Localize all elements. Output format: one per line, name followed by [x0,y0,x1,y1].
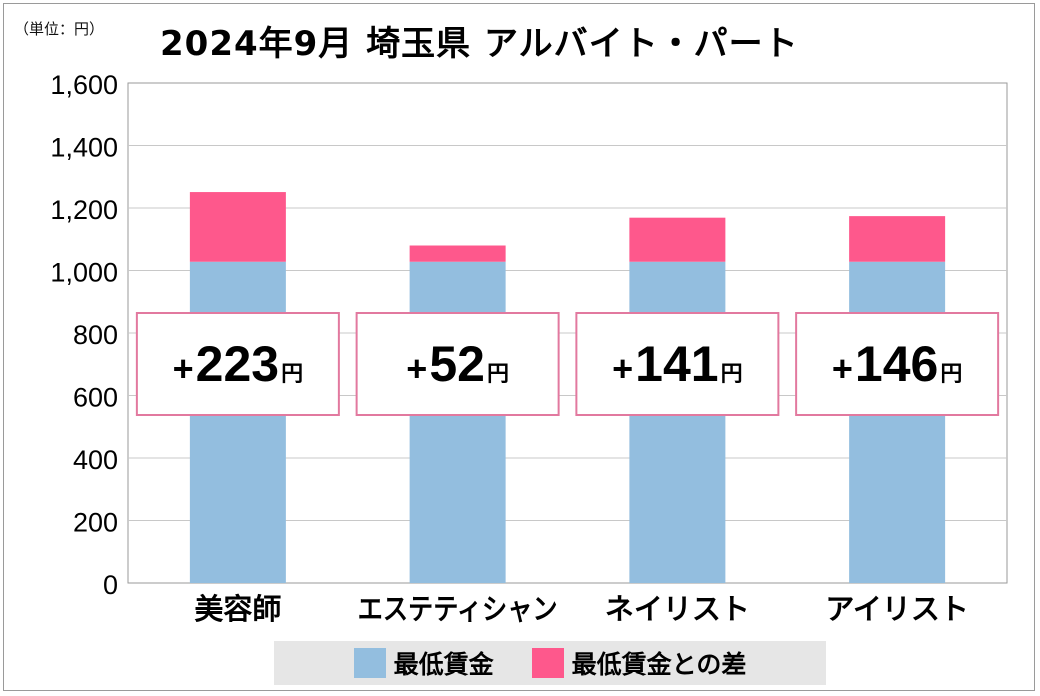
difference-unit: 円 [487,362,509,387]
difference-label: +223円 [173,336,303,392]
y-tick-label: 600 [73,383,118,413]
difference-box [135,312,340,416]
y-tick-label: 800 [73,320,118,350]
bar-diff [189,192,286,262]
difference-unit: 円 [721,362,743,387]
difference-sign: + [406,348,427,389]
difference-sign: + [612,348,633,389]
y-tick-label: 1,000 [50,258,118,288]
difference-label: +146円 [832,336,962,392]
x-category-label: 美容師 [194,592,281,626]
difference-unit: 円 [281,362,303,387]
bar-base [409,261,506,583]
y-tick-label: 1,400 [50,133,118,163]
y-tick-label: 1,600 [50,70,118,100]
difference-value: 141 [635,336,718,392]
bar-base [189,261,286,583]
legend-swatch-diff [531,648,564,678]
legend-swatch-base [353,648,386,678]
difference-value: 146 [855,336,938,392]
legend-item-diff: 最低賃金との差 [531,645,747,681]
legend-label-diff: 最低賃金との差 [571,650,747,679]
difference-box [795,312,1000,416]
chart-title: 2024年9月 埼玉県 アルバイト・パート [160,24,799,64]
difference-label: +52円 [406,336,509,392]
difference-sign: + [832,348,853,389]
stacked-bar-chart: 0 200 400 600 800 1,000 1,200 1,400 1,600 美容師 +223… [50,70,1008,626]
x-category-label: アイリスト [825,592,969,626]
difference-box [355,312,560,416]
x-category-label: ネイリスト [605,592,750,626]
bar-diff [849,216,946,262]
unit-label: （単位：円） [14,20,105,38]
bar-diff [629,217,726,262]
y-tick-label: 0 [103,570,118,600]
y-tick-label: 1,200 [50,195,118,225]
bar-base [629,261,726,583]
legend-label-base: 最低賃金 [393,650,494,679]
difference-value: 223 [196,336,279,392]
y-tick-label: 200 [73,508,118,538]
difference-label: +141円 [612,336,742,392]
difference-unit: 円 [940,362,962,387]
bar-diff [409,245,506,262]
difference-value: 52 [429,336,485,392]
x-category-label: エステティシャン [358,592,558,626]
difference-box [575,312,780,416]
difference-sign: + [173,348,194,389]
legend: 最低賃金 最低賃金との差 [274,641,826,685]
bar-base [849,261,946,583]
y-tick-label: 400 [73,445,118,475]
legend-item-base: 最低賃金 [353,645,494,681]
